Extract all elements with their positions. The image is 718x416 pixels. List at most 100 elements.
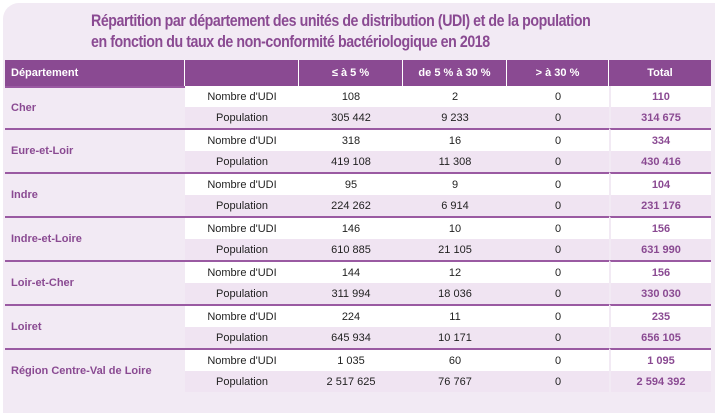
table-row: Indre-et-Loire Nombre d'UDI 146 10 0 156 [5,216,711,260]
table-row: Population 2 517 625 76 767 0 2 594 392 [5,371,711,392]
cell-total: 2 594 392 [609,371,711,392]
cell-gt30: 0 [507,86,609,107]
cell-total: 330 030 [609,283,711,304]
table-row: Région Centre-Val de Loire Nombre d'UDI 1 … [5,348,711,392]
metric-label: Nombre d'UDI [185,172,299,195]
cell-le5: 224 [299,304,403,327]
cell-5to30: 11 [403,304,507,327]
udi-table: Département ≤ à 5 % de 5 % à 30 % > à 30… [5,60,711,392]
header-gt30: > à 30 % [507,60,609,86]
cell-total: 235 [609,304,711,327]
cell-gt30: 0 [507,172,609,195]
cell-total: 156 [609,260,711,283]
metric-label: Nombre d'UDI [185,216,299,239]
header-5to30: de 5 % à 30 % [403,60,507,86]
department-name: Eure-et-Loir [5,128,185,172]
cell-5to30: 21 105 [403,239,507,260]
cell-5to30: 9 233 [403,107,507,128]
title-line-1: Répartition par département des unités d… [91,12,591,30]
metric-label: Population [185,239,299,260]
department-name: Indre-et-Loire [5,216,185,260]
cell-le5: 610 885 [299,239,403,260]
table-row: Population 645 934 10 171 0 656 105 [5,327,711,348]
title-line-2: en fonction du taux de non-conformité ba… [91,33,490,51]
cell-gt30: 0 [507,128,609,151]
table-row: Indre Nombre d'UDI 95 9 0 104 [5,172,711,216]
cell-5to30: 16 [403,128,507,151]
header-total: Total [609,60,711,86]
metric-label: Nombre d'UDI [185,86,299,107]
cell-le5: 224 262 [299,195,403,216]
cell-le5: 146 [299,216,403,239]
header-row: Département ≤ à 5 % de 5 % à 30 % > à 30… [5,60,711,86]
table-row: Population 419 108 11 308 0 430 416 [5,151,711,172]
header-blank [185,60,299,86]
metric-label: Population [185,327,299,348]
department-name: Cher [5,86,185,128]
table-row: Loiret Nombre d'UDI 224 11 0 235 [5,304,711,348]
cell-total: 104 [609,172,711,195]
cell-5to30: 6 914 [403,195,507,216]
page-title: Répartition par département des unités d… [91,11,624,53]
department-name: Région Centre-Val de Loire [5,348,185,392]
metric-label: Nombre d'UDI [185,304,299,327]
metric-label: Population [185,283,299,304]
department-name: Indre [5,172,185,216]
cell-5to30: 76 767 [403,371,507,392]
cell-total: 314 675 [609,107,711,128]
cell-total: 430 416 [609,151,711,172]
department-name: Loiret [5,304,185,348]
cell-le5: 144 [299,260,403,283]
cell-total: 1 095 [609,348,711,371]
cell-5to30: 11 308 [403,151,507,172]
cell-le5: 1 035 [299,348,403,371]
metric-label: Population [185,195,299,216]
cell-total: 231 176 [609,195,711,216]
cell-gt30: 0 [507,260,609,283]
header-le5: ≤ à 5 % [299,60,403,86]
cell-le5: 305 442 [299,107,403,128]
cell-5to30: 10 171 [403,327,507,348]
cell-5to30: 18 036 [403,283,507,304]
cell-le5: 2 517 625 [299,371,403,392]
cell-5to30: 2 [403,86,507,107]
cell-le5: 419 108 [299,151,403,172]
table-row: Eure-et-Loir Nombre d'UDI 318 16 0 334 [5,128,711,172]
cell-gt30: 0 [507,195,609,216]
table-row: Population 610 885 21 105 0 631 990 [5,239,711,260]
metric-label: Nombre d'UDI [185,348,299,371]
cell-gt30: 0 [507,151,609,172]
metric-label: Population [185,371,299,392]
cell-gt30: 0 [507,216,609,239]
table-row: Population 311 994 18 036 0 330 030 [5,283,711,304]
metric-label: Population [185,107,299,128]
cell-total: 631 990 [609,239,711,260]
table-row: Population 305 442 9 233 0 314 675 [5,107,711,128]
table-row: Loir-et-Cher Nombre d'UDI 144 12 0 156 [5,260,711,304]
cell-le5: 108 [299,86,403,107]
cell-le5: 318 [299,128,403,151]
cell-5to30: 12 [403,260,507,283]
cell-gt30: 0 [507,348,609,371]
cell-le5: 645 934 [299,327,403,348]
cell-gt30: 0 [507,327,609,348]
table-row: Cher Nombre d'UDI 108 2 0 110 [5,86,711,128]
department-name: Loir-et-Cher [5,260,185,304]
cell-gt30: 0 [507,239,609,260]
cell-gt30: 0 [507,371,609,392]
cell-total: 656 105 [609,327,711,348]
metric-label: Nombre d'UDI [185,260,299,283]
cell-gt30: 0 [507,304,609,327]
metric-label: Nombre d'UDI [185,128,299,151]
cell-gt30: 0 [507,107,609,128]
header-departement: Département [5,60,185,86]
cell-total: 156 [609,216,711,239]
cell-le5: 311 994 [299,283,403,304]
table-row: Population 224 262 6 914 0 231 176 [5,195,711,216]
cell-gt30: 0 [507,283,609,304]
cell-le5: 95 [299,172,403,195]
cell-total: 334 [609,128,711,151]
cell-5to30: 10 [403,216,507,239]
cell-total: 110 [609,86,711,107]
cell-5to30: 60 [403,348,507,371]
